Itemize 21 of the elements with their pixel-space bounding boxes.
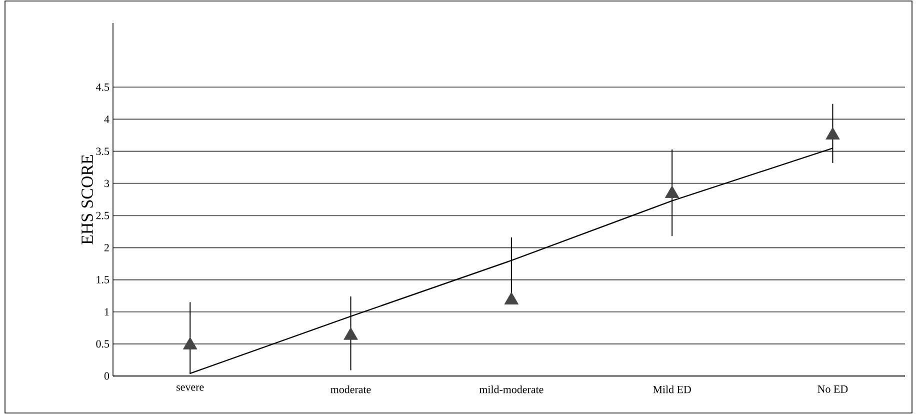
point (826, 127, 840, 140)
point (504, 292, 519, 304)
x-tick-label: mild-moderate (479, 386, 544, 394)
y-tick-label: 4 (104, 116, 110, 123)
x-tick-label: severe (176, 386, 204, 391)
y-axis-title: EHS SCORE (82, 154, 93, 244)
x-tick-label: moderate (330, 386, 371, 394)
y-tick-label: 3.5 (96, 148, 110, 156)
y-tick-label: 2.5 (96, 212, 110, 220)
y-tick-label: 0.5 (96, 340, 110, 348)
y-tick-label: 1.5 (96, 276, 110, 284)
y-tick-label: 0 (104, 372, 110, 380)
y-tick-label: 1 (104, 308, 109, 316)
y-tick-label: 3 (104, 180, 110, 188)
x-tick-label: No ED (818, 386, 848, 393)
point (182, 336, 198, 350)
y-tick-label: 4.5 (96, 84, 110, 91)
point (344, 327, 358, 340)
x-tick-label: Mild ED (653, 386, 691, 394)
point (664, 186, 680, 198)
y-tick-label: 2 (104, 244, 109, 252)
